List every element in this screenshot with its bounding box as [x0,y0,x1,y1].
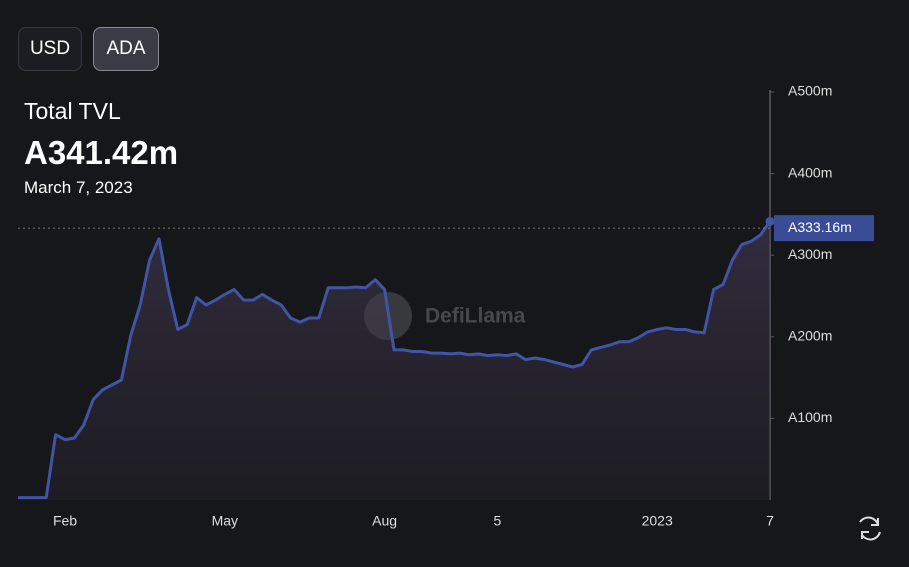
area [18,221,770,500]
watermark-text: DefiLlama [425,305,526,328]
y-tick-label: A500m [788,83,832,99]
refresh-icon[interactable] [859,516,881,541]
y-tick-label: A200m [788,328,832,344]
y-tick-label: A400m [788,164,832,180]
y-tick-label: A300m [788,246,832,262]
x-tick-label: 5 [494,513,502,529]
crosshair-label: A333.16m [788,219,852,235]
x-tick-label: 7 [766,513,774,529]
x-tick-label: 2023 [642,513,673,529]
line [18,220,772,500]
x-tick-label: Aug [372,513,397,529]
x-tick-label: Feb [53,513,77,529]
x-tick-label: May [212,513,238,529]
crosshair-label-bg [774,215,874,242]
total-value: A341.42m [24,134,179,171]
currency-button[interactable]: USD [18,27,82,71]
y-tick-label: A100m [788,409,832,425]
date: March 7, 2023 [24,178,133,197]
title: Total TVL [24,98,121,124]
hover-dot [765,216,775,226]
currency-button[interactable]: ADA [93,27,159,71]
